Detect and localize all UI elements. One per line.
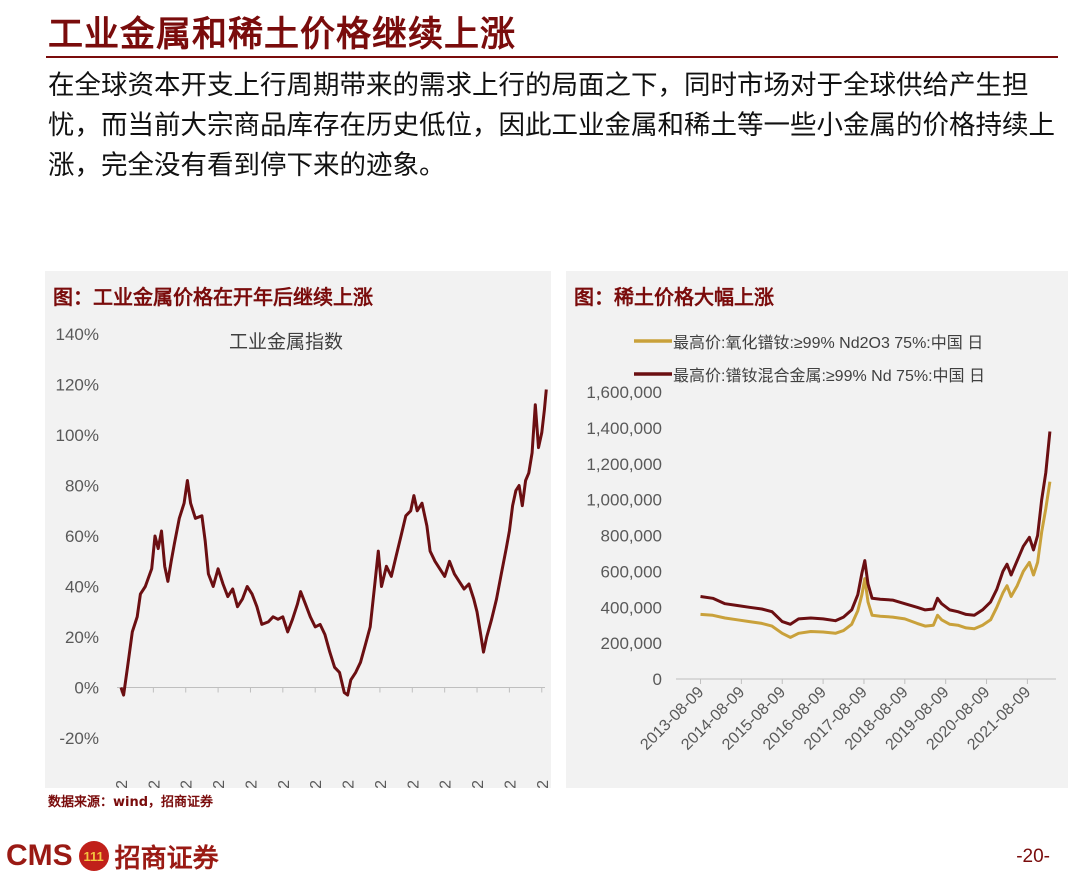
legend-label: 最高价:氧化镨钕:≥99% Nd2O3 75%:中国 日 [673, 334, 983, 352]
y-tick-label: 0 [653, 670, 662, 689]
y-tick-label: 600,000 [601, 562, 662, 581]
y-tick-label: 1,200,000 [586, 455, 662, 474]
logo-cms-text: CMS [6, 839, 73, 872]
x-tick-label: 2009-02 [114, 780, 131, 788]
x-tick-label: 2016-02 [341, 780, 358, 788]
series-line-industrial-metal-index [119, 389, 548, 697]
x-tick-label: 2018-02 [405, 780, 422, 788]
y-tick-label: 140% [56, 325, 99, 344]
body-paragraph: 在全球资本开支上行周期带来的需求上行的局面之下，同时市场对于全球供给产生担忧，而… [48, 70, 1055, 181]
x-tick-label: 2010-02 [146, 780, 163, 788]
y-tick-label: 1,000,000 [586, 491, 662, 510]
page-number: -20- [1016, 846, 1050, 867]
y-tick-label: 60% [65, 527, 99, 546]
x-tick-label: 2013-02 [243, 780, 260, 788]
y-tick-label: 800,000 [601, 527, 662, 546]
x-tick-label: 2021-02 [502, 780, 519, 788]
y-tick-label: 40% [65, 578, 99, 597]
y-tick-label: 400,000 [601, 598, 662, 617]
y-tick-label: 1,600,000 [586, 383, 662, 402]
chart-rare-earth: 最高价:氧化镨钕:≥99% Nd2O3 75%:中国 日最高价:镨钕混合金属:≥… [586, 334, 1056, 754]
chart-title-industrial-metals: 图：工业金属价格在开年后继续上涨 [53, 285, 373, 309]
x-tick-label: 2015-02 [308, 780, 325, 788]
x-tick-label: 2012-02 [211, 780, 228, 788]
chart-panel-industrial-metals: 图：工业金属价格在开年后继续上涨 140% 120% 100% 80% 60% 40% 20… [45, 271, 552, 839]
y-tick-label: 1,400,000 [586, 419, 662, 438]
chart-title-rare-earth: 图：稀土价格大幅上涨 [574, 285, 774, 309]
series-line-nd2o3 [700, 481, 1052, 639]
x-tick-label: 2019-02 [438, 780, 455, 788]
x-tick-label: 2014-02 [276, 780, 293, 788]
chart-annotation: 工业金属指数 [229, 331, 343, 353]
y-tick-label: 0% [74, 679, 99, 698]
logo-company-name: 招商证券 [114, 843, 219, 874]
x-tick-label: 2017-02 [373, 780, 390, 788]
logo-badge-icon: 111 [78, 841, 109, 871]
y-tick-label: 80% [65, 477, 99, 496]
x-tick-label: 2022-02 [535, 780, 551, 788]
cms-logo: CMS 111 招商证券 [6, 836, 219, 876]
y-tick-label: 120% [56, 376, 99, 395]
y-tick-label: 100% [56, 426, 99, 445]
y-tick-label: 20% [65, 628, 99, 647]
x-tick-label: 2020-02 [470, 780, 487, 788]
title-divider [46, 56, 1058, 58]
chart-panel-rare-earth: 图：稀土价格大幅上涨 最高价:氧化镨钕:≥99% Nd2O3 75%:中国 日最… [566, 271, 1068, 788]
y-tick-label: -20% [59, 729, 99, 748]
series-line-prnd-alloy [700, 431, 1052, 626]
page-title: 工业金属和稀土价格继续上涨 [48, 15, 517, 55]
x-tick-label: 2011-02 [179, 780, 196, 788]
legend-label: 最高价:镨钕混合金属:≥99% Nd 75%:中国 日 [673, 367, 985, 385]
y-tick-label: 200,000 [601, 634, 662, 653]
chart-industrial-metals: 140% 120% 100% 80% 60% 40% 20% 0% -20% 2009-02 201… [56, 325, 552, 839]
data-source-note: 数据来源：wind，招商证券 [48, 795, 214, 810]
